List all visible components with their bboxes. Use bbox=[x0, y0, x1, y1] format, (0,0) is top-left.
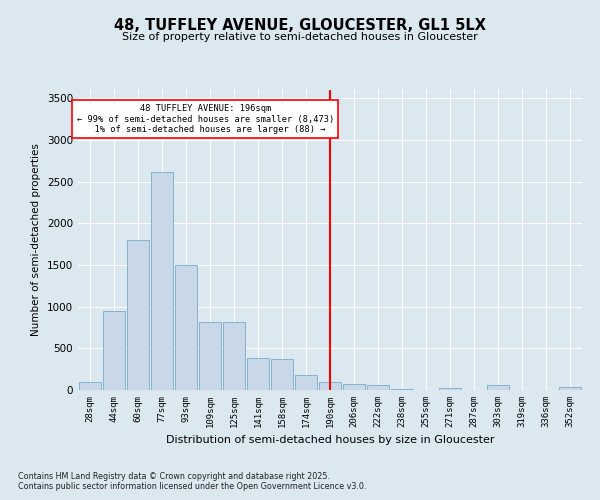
Bar bbox=[367, 384, 389, 390]
Bar bbox=[151, 172, 173, 390]
Text: Size of property relative to semi-detached houses in Gloucester: Size of property relative to semi-detach… bbox=[122, 32, 478, 42]
X-axis label: Distribution of semi-detached houses by size in Gloucester: Distribution of semi-detached houses by … bbox=[166, 436, 494, 446]
Text: Contains HM Land Registry data © Crown copyright and database right 2025.: Contains HM Land Registry data © Crown c… bbox=[18, 472, 330, 481]
Text: 48, TUFFLEY AVENUE, GLOUCESTER, GL1 5LX: 48, TUFFLEY AVENUE, GLOUCESTER, GL1 5LX bbox=[114, 18, 486, 32]
Bar bbox=[295, 374, 317, 390]
Bar bbox=[391, 389, 413, 390]
Bar bbox=[439, 388, 461, 390]
Text: Contains public sector information licensed under the Open Government Licence v3: Contains public sector information licen… bbox=[18, 482, 367, 491]
Bar bbox=[271, 359, 293, 390]
Bar bbox=[199, 322, 221, 390]
Bar bbox=[247, 358, 269, 390]
Bar bbox=[487, 386, 509, 390]
Bar bbox=[223, 322, 245, 390]
Y-axis label: Number of semi-detached properties: Number of semi-detached properties bbox=[31, 144, 41, 336]
Text: 48 TUFFLEY AVENUE: 196sqm
← 99% of semi-detached houses are smaller (8,473)
  1%: 48 TUFFLEY AVENUE: 196sqm ← 99% of semi-… bbox=[77, 104, 334, 134]
Bar bbox=[79, 382, 101, 390]
Bar bbox=[103, 311, 125, 390]
Bar bbox=[175, 265, 197, 390]
Bar bbox=[559, 386, 581, 390]
Bar bbox=[319, 382, 341, 390]
Bar bbox=[343, 384, 365, 390]
Bar bbox=[127, 240, 149, 390]
